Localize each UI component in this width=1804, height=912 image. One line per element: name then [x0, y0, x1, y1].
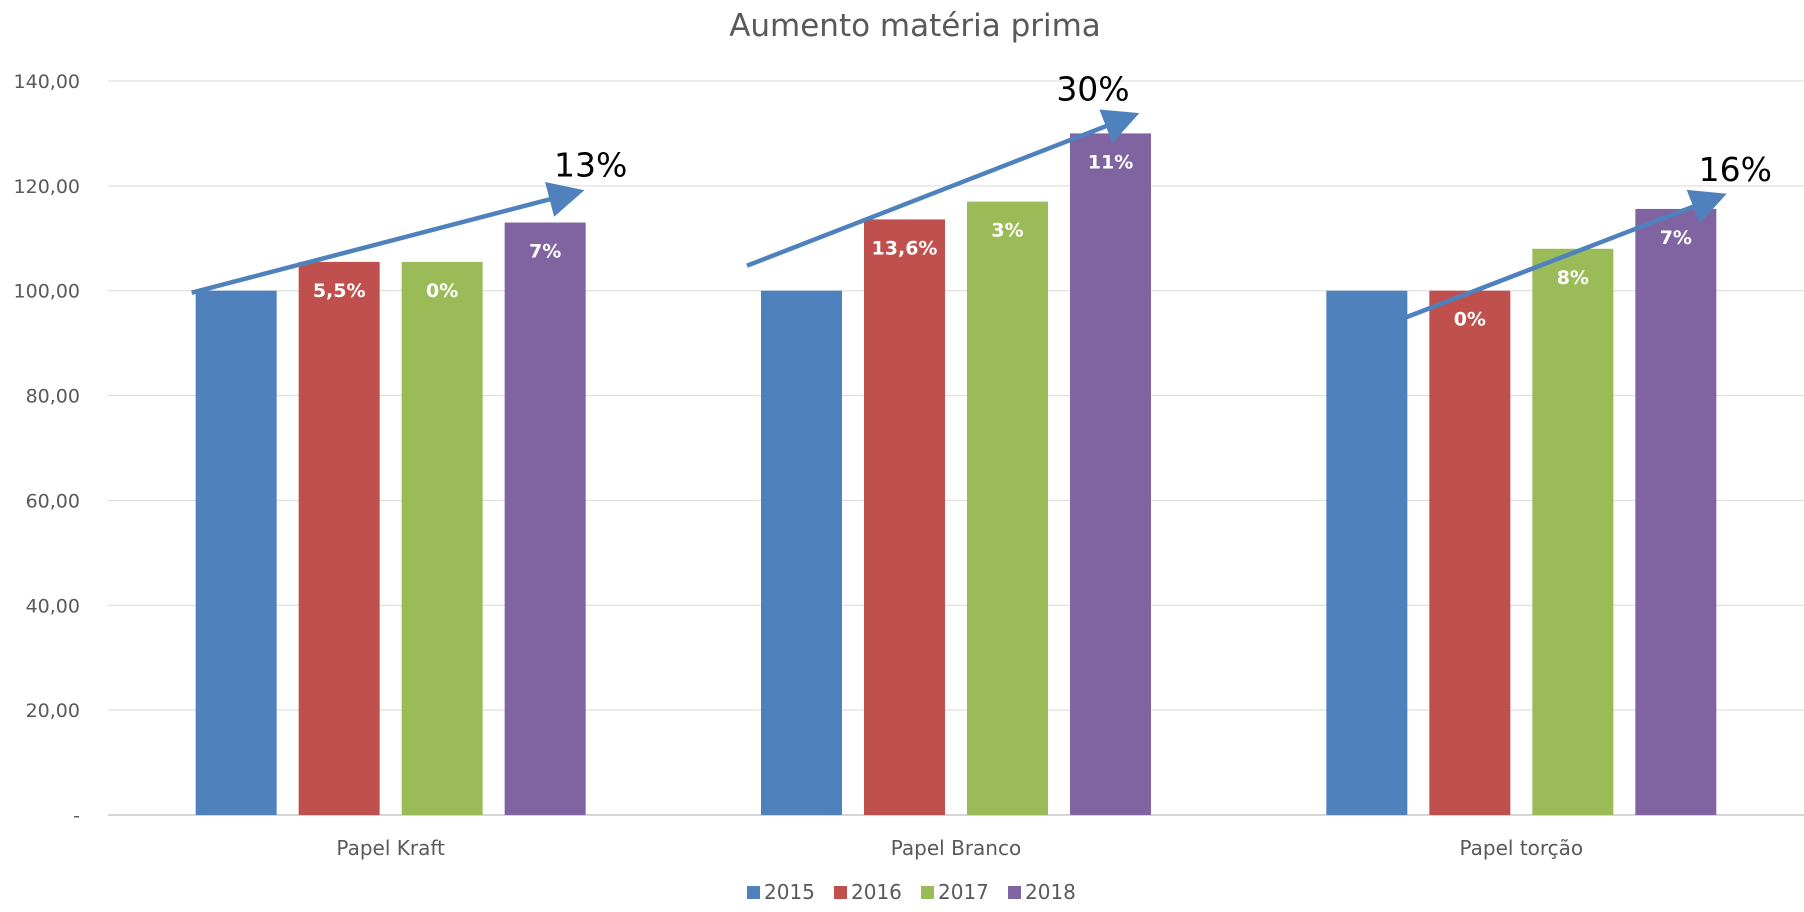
- growth-annotation: 30%: [1056, 69, 1129, 108]
- growth-arrow: [746, 109, 1140, 268]
- y-tick-label: 80,00: [26, 386, 80, 408]
- legend: 2015 2016 2017 2018: [747, 880, 1076, 904]
- bar-papel-kraft-2015: [195, 290, 277, 815]
- y-tick-label: 20,00: [26, 700, 80, 722]
- data-label: 5,5%: [313, 280, 366, 302]
- y-tick-label: 100,00: [14, 281, 80, 303]
- y-tick-label: 140,00: [14, 71, 80, 93]
- legend-swatch-2017: [921, 886, 934, 899]
- data-label: 11%: [1088, 151, 1133, 173]
- bar-papel-torcao-2018: [1635, 208, 1717, 815]
- data-label: 7%: [1660, 227, 1692, 249]
- bars: [195, 133, 1717, 816]
- growth-annotation: 13%: [554, 146, 627, 185]
- data-label: 13,6%: [872, 237, 938, 259]
- bar-papel-branco-2016: [864, 219, 945, 815]
- legend-swatch-2018: [1008, 886, 1021, 899]
- legend-swatch-2015: [747, 886, 760, 899]
- growth-arrow: [1331, 189, 1727, 348]
- growth-annotations: 13% 30% 16%: [191, 69, 1772, 348]
- y-tick-label: 120,00: [14, 176, 80, 198]
- data-label: 8%: [1557, 267, 1589, 289]
- bar-papel-torcao-2015: [1326, 290, 1408, 815]
- x-tick-label: Papel Kraft: [336, 836, 445, 860]
- legend-label: 2017: [938, 880, 989, 904]
- growth-arrow: [191, 181, 585, 295]
- bar-papel-kraft-2018: [504, 222, 586, 816]
- growth-annotation: 16%: [1699, 150, 1772, 189]
- data-labels: 5,5% 0% 7% 13,6% 3% 11% 0% 8% 7%: [313, 151, 1692, 330]
- legend-label: 2016: [851, 880, 902, 904]
- y-tick-label: 40,00: [26, 595, 80, 617]
- x-tick-label: Papel Branco: [891, 836, 1021, 860]
- x-axis-ticks: Papel Kraft Papel Branco Papel torção: [336, 836, 1583, 860]
- y-tick-label: -: [73, 805, 80, 827]
- bar-papel-branco-2018: [1070, 133, 1151, 815]
- bar-papel-kraft-2016: [298, 261, 380, 816]
- x-tick-label: Papel torção: [1459, 836, 1583, 860]
- chart-title: Aumento matéria prima: [729, 8, 1101, 44]
- data-label: 3%: [991, 220, 1023, 242]
- legend-swatch-2016: [834, 886, 847, 899]
- bar-papel-torcao-2016: [1429, 290, 1511, 815]
- data-label: 7%: [529, 241, 561, 263]
- bar-papel-kraft-2017: [401, 261, 483, 816]
- legend-label: 2015: [764, 880, 815, 904]
- y-axis-ticks: - 20,00 40,00 60,00 80,00 100,00 120,00 140,00: [14, 71, 80, 827]
- legend-label: 2018: [1025, 880, 1076, 904]
- bar-papel-branco-2015: [761, 290, 842, 815]
- gridlines: [108, 80, 1804, 816]
- y-tick-label: 60,00: [26, 490, 80, 512]
- bar-papel-torcao-2017: [1532, 248, 1614, 815]
- data-label: 0%: [1454, 309, 1486, 331]
- data-label: 0%: [426, 280, 458, 302]
- bar-papel-branco-2017: [967, 201, 1048, 816]
